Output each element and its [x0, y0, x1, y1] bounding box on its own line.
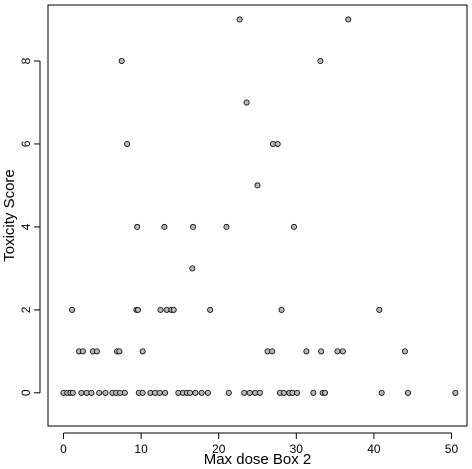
data-point	[78, 389, 85, 396]
data-point	[294, 389, 301, 396]
x-tick-label: 10	[134, 442, 148, 456]
data-point	[135, 306, 142, 313]
y-tick-label: 4	[19, 223, 33, 230]
data-point	[243, 99, 250, 106]
data-point	[452, 389, 459, 396]
data-point	[280, 389, 287, 396]
plot-frame	[47, 4, 468, 427]
data-point	[134, 223, 141, 230]
data-point	[241, 389, 248, 396]
data-point	[290, 223, 297, 230]
data-point	[69, 306, 76, 313]
data-point	[204, 389, 211, 396]
data-point	[124, 140, 131, 147]
data-point	[246, 389, 253, 396]
data-point	[310, 389, 317, 396]
data-point	[139, 389, 146, 396]
data-point	[93, 348, 100, 355]
data-point	[186, 389, 193, 396]
data-point	[102, 389, 109, 396]
data-point	[334, 348, 341, 355]
data-point	[303, 348, 310, 355]
y-tick-label: 2	[19, 306, 33, 313]
data-point	[401, 348, 408, 355]
x-axis: 0 10 20 30 40 50	[60, 432, 459, 456]
data-point	[345, 16, 352, 23]
data-point	[376, 306, 383, 313]
data-point	[96, 389, 103, 396]
data-point	[236, 16, 243, 23]
data-point	[223, 223, 230, 230]
data-point	[269, 348, 276, 355]
data-point	[339, 348, 346, 355]
data-point	[157, 306, 164, 313]
x-tick-label: 0	[60, 442, 67, 456]
x-tick-label: 40	[367, 442, 381, 456]
x-tick-label: 50	[445, 442, 459, 456]
data-point	[378, 389, 385, 396]
x-tick-label: 30	[290, 442, 304, 456]
data-point	[225, 389, 232, 396]
data-point	[88, 389, 95, 396]
y-tick-label: 0	[19, 389, 33, 396]
data-point	[405, 389, 412, 396]
data-point	[274, 140, 281, 147]
data-point	[207, 306, 214, 313]
data-point	[156, 389, 163, 396]
data-point	[192, 389, 199, 396]
data-point	[116, 348, 123, 355]
data-point	[139, 348, 146, 355]
data-point	[189, 265, 196, 272]
y-tick-label: 8	[19, 57, 33, 64]
data-points	[60, 16, 459, 396]
data-point	[170, 306, 177, 313]
x-axis-title: Max dose Box 2	[204, 451, 312, 468]
data-point	[254, 182, 261, 189]
data-point	[162, 389, 169, 396]
x-tick-label: 20	[212, 442, 226, 456]
data-point	[161, 223, 168, 230]
data-point	[278, 306, 285, 313]
y-axis: 0 2 4 6 8	[19, 57, 41, 396]
data-point	[322, 389, 329, 396]
data-point	[317, 57, 324, 64]
y-axis-title: Toxicity Score	[1, 169, 18, 262]
data-point	[318, 348, 325, 355]
data-point	[256, 389, 263, 396]
data-point	[190, 223, 197, 230]
data-point	[198, 389, 205, 396]
data-point	[118, 57, 125, 64]
data-point	[79, 348, 86, 355]
data-point	[69, 389, 76, 396]
data-point	[121, 389, 128, 396]
y-tick-label: 6	[19, 140, 33, 147]
